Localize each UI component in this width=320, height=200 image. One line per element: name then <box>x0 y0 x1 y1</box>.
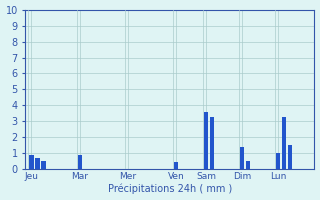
Bar <box>36 158 40 169</box>
Bar <box>282 117 286 169</box>
Bar <box>240 147 244 169</box>
Bar <box>204 112 208 169</box>
Bar <box>288 145 292 169</box>
X-axis label: Précipitations 24h ( mm ): Précipitations 24h ( mm ) <box>108 184 232 194</box>
Bar <box>29 155 34 169</box>
Bar <box>246 161 250 169</box>
Bar <box>210 117 214 169</box>
Bar <box>77 155 82 169</box>
Bar <box>174 162 178 169</box>
Bar <box>41 161 46 169</box>
Bar <box>276 153 280 169</box>
